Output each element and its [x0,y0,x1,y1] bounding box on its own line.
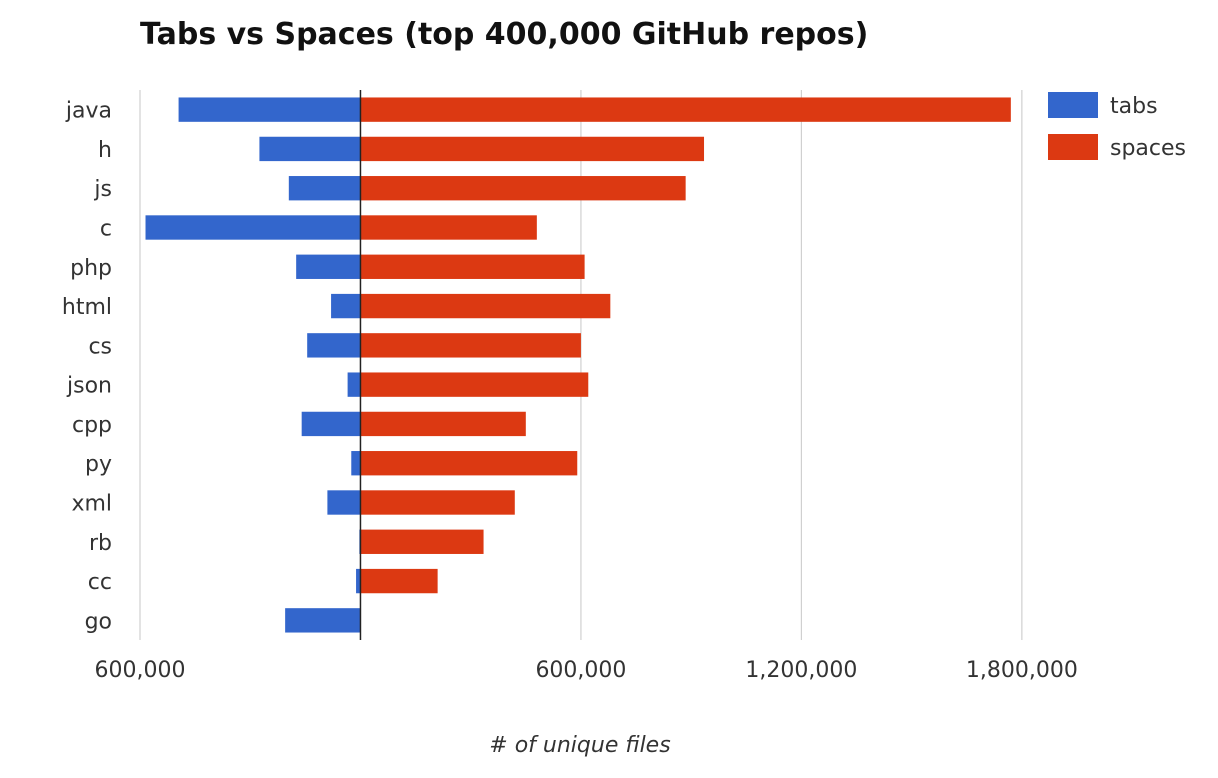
bars [145,97,1011,633]
bar-spaces-xml [360,490,515,515]
bar-spaces-java [360,97,1011,122]
category-label-php: php [70,256,112,281]
legend: tabs spaces [1048,92,1186,161]
category-label-py: py [85,452,112,477]
bar-tabs-java [178,97,361,122]
category-label-json: json [66,374,112,399]
category-label-html: html [62,295,112,320]
legend-label-spaces: spaces [1110,136,1186,161]
bar-tabs-go [285,608,361,633]
chart-title: Tabs vs Spaces (top 400,000 GitHub repos… [140,17,868,52]
bar-spaces-cc [360,568,438,594]
bar-tabs-cpp [301,411,361,437]
category-label-go: go [85,609,112,634]
bar-tabs-php [296,254,361,279]
legend-swatch-tabs [1048,92,1098,118]
x-tick-label-2: 1,200,000 [745,658,857,683]
category-label-rb: rb [89,531,112,556]
category-label-java: java [65,99,112,124]
x-tick-label-3: 1,800,000 [966,658,1078,683]
bar-tabs-cc [356,568,361,594]
category-label-cs: cs [88,334,112,359]
gridlines [139,90,1023,640]
x-tick-label-0: 600,000 [95,658,186,683]
category-labels: java h js c php html cs json cpp py xml rb cc go [62,99,112,635]
bar-spaces-c [360,215,537,240]
bar-tabs-js [288,176,361,201]
x-axis-label: # of unique files [489,733,670,758]
bar-tabs-cs [307,333,361,358]
category-label-cpp: cpp [72,413,112,438]
bar-tabs-json [347,372,361,397]
bar-spaces-h [360,136,705,162]
category-label-h: h [98,138,112,163]
bar-tabs-c [145,215,361,240]
bar-spaces-py [360,451,578,476]
bar-spaces-js [360,176,686,201]
category-label-js: js [93,177,112,202]
bar-spaces-json [360,372,589,397]
bar-spaces-cpp [360,411,526,437]
category-label-cc: cc [88,570,112,595]
legend-label-tabs: tabs [1110,94,1158,119]
bar-spaces-cs [360,333,581,358]
category-label-xml: xml [71,492,112,517]
bar-tabs-xml [327,490,361,515]
bar-tabs-py [351,451,361,476]
bar-spaces-rb [360,529,484,554]
x-tick-labels: 600,000 600,000 1,200,000 1,800,000 [95,658,1078,683]
bar-tabs-h [259,136,361,162]
bar-tabs-html [331,293,361,319]
legend-swatch-spaces [1048,134,1098,160]
bar-spaces-html [360,293,611,319]
bar-spaces-php [360,254,585,279]
category-label-c: c [100,217,112,242]
x-tick-label-1: 600,000 [535,658,626,683]
